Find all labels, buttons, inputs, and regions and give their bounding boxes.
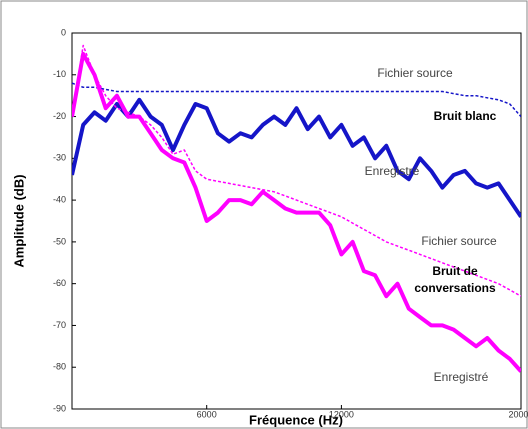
x-tick-label: 6000 xyxy=(197,409,217,419)
y-axis-label: Amplitude (dB) xyxy=(11,174,26,267)
y-tick-label: -90 xyxy=(53,403,66,413)
y-tick-label: -20 xyxy=(53,111,66,121)
series-line xyxy=(72,44,521,297)
y-tick-label: -70 xyxy=(53,320,66,330)
x-axis-label: Fréquence (Hz) xyxy=(249,412,343,427)
annotation: Bruit blanc xyxy=(434,109,497,123)
series-line xyxy=(72,82,521,118)
annotation: conversations xyxy=(414,281,496,295)
y-tick-label: -80 xyxy=(53,362,66,372)
annotation: Enregistré xyxy=(434,370,489,384)
annotation: Fichier source xyxy=(421,234,497,248)
y-tick-label: -40 xyxy=(53,194,66,204)
y-tick-label: -10 xyxy=(53,69,66,79)
series-line xyxy=(72,97,521,218)
plot-area xyxy=(71,32,522,410)
series-line xyxy=(72,51,521,373)
y-tick-label: 0 xyxy=(61,27,66,37)
y-tick-label: -50 xyxy=(53,236,66,246)
y-tick-label: -60 xyxy=(53,278,66,288)
x-tick-label: 20000 xyxy=(508,409,528,419)
annotation: Fichier source xyxy=(377,66,453,80)
annotation: Enregistré xyxy=(365,164,420,178)
x-tick-label: 12000 xyxy=(329,409,354,419)
annotation: Bruit de xyxy=(432,264,478,278)
y-tick-label: -30 xyxy=(53,153,66,163)
